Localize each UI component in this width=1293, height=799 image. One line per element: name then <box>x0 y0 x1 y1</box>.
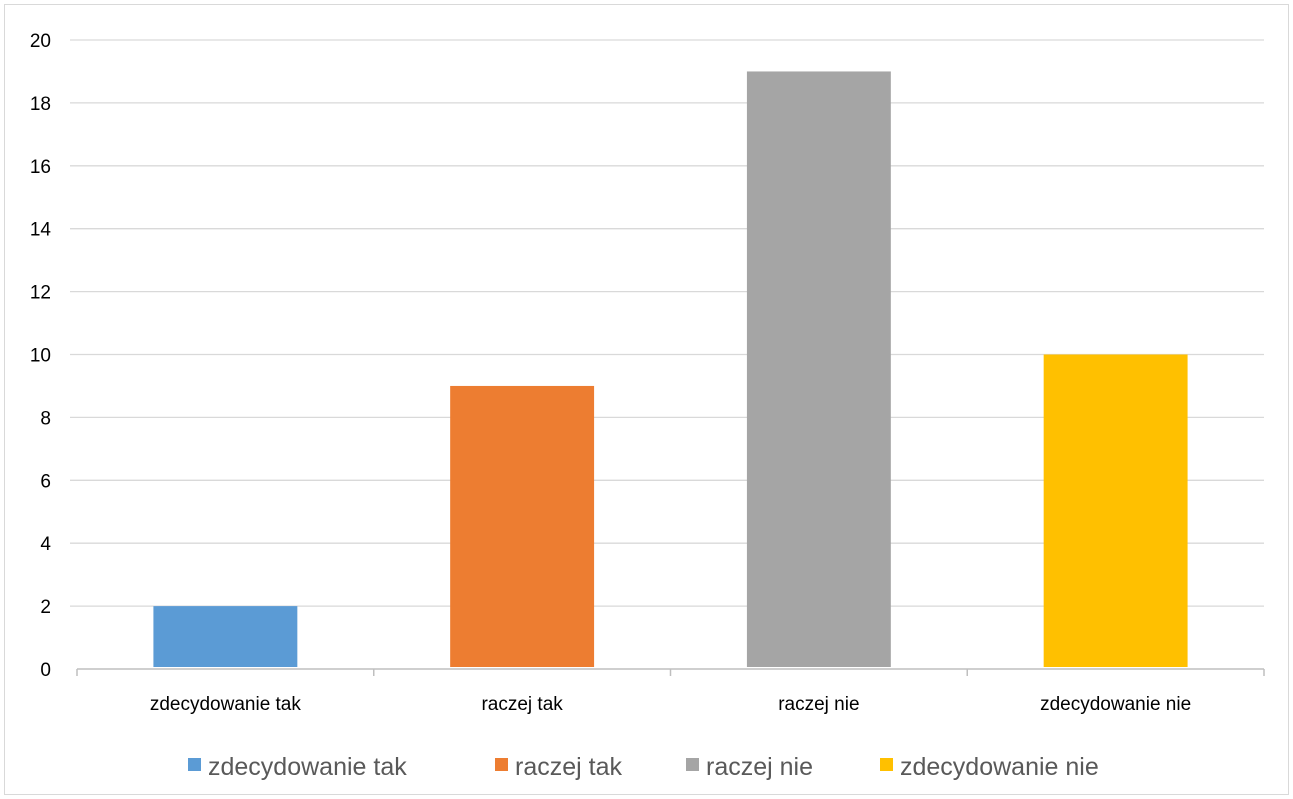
x-tick-label: zdecydowanie tak <box>150 694 302 715</box>
y-tick-label: 10 <box>30 346 51 367</box>
y-tick-label: 12 <box>30 283 51 304</box>
legend-label: zdecydowanie tak <box>208 753 407 781</box>
legend-entry: zdecydowanie nie <box>880 753 1099 781</box>
y-tick-label: 20 <box>30 31 51 52</box>
bars <box>153 71 1188 667</box>
y-tick-label: 18 <box>30 94 51 115</box>
x-tick-label: raczej nie <box>778 694 859 715</box>
bar <box>153 606 298 667</box>
legend-label: raczej tak <box>515 753 622 781</box>
x-tick-label: raczej tak <box>481 694 563 715</box>
y-tick-label: 4 <box>40 534 51 555</box>
legend-swatch <box>880 758 893 771</box>
legend-swatch <box>495 758 508 771</box>
bar <box>1043 354 1188 667</box>
bar <box>746 71 891 667</box>
x-axis <box>76 668 1265 676</box>
x-tick-label: zdecydowanie nie <box>1040 694 1191 715</box>
y-tick-label: 0 <box>40 660 51 681</box>
legend-entry: zdecydowanie tak <box>188 753 407 781</box>
x-axis-category-labels: zdecydowanie tak raczej tak raczej nie zdec… <box>150 694 1191 715</box>
legend-label: raczej nie <box>706 753 813 781</box>
y-tick-label: 16 <box>30 157 51 178</box>
legend-label: zdecydowanie nie <box>900 753 1099 781</box>
bar <box>450 385 595 667</box>
legend-swatch <box>188 758 201 771</box>
legend-entry: raczej tak <box>495 753 622 781</box>
legend: zdecydowanie tak raczej tak raczej nie zdec… <box>188 753 1099 781</box>
legend-entry: raczej nie <box>686 753 813 781</box>
y-tick-label: 14 <box>30 220 52 241</box>
y-tick-label: 2 <box>40 597 51 618</box>
y-tick-label: 6 <box>40 471 51 492</box>
legend-swatch <box>686 758 699 771</box>
y-tick-label: 8 <box>40 408 51 429</box>
y-axis-tick-labels: 0 2 4 6 8 10 12 14 16 18 20 <box>30 31 52 681</box>
